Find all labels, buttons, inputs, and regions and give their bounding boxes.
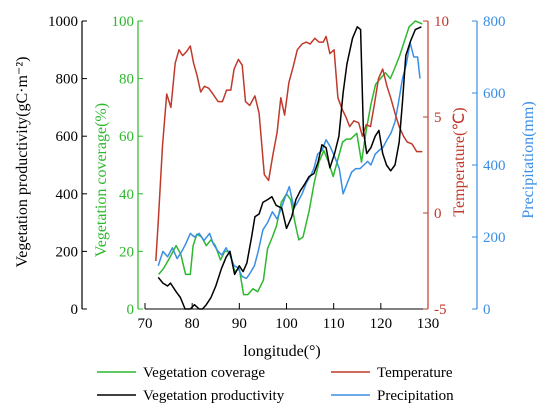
series-line-precipitation (157, 41, 421, 280)
series-line-temperature (155, 35, 423, 262)
temperature-tick-label: 10 (434, 14, 449, 30)
productivity-tick-label: 800 (56, 72, 79, 88)
precipitation-axis-title: Precipitation(mm) (520, 101, 537, 218)
legend-label-productivity: Vegetation productivity (143, 388, 285, 404)
coverage-tick-label: 100 (112, 14, 135, 30)
series-layer (155, 20, 423, 310)
x-tick-label: 80 (185, 316, 200, 332)
productivity-axis-title: Vegetation productivity(gC·m⁻²) (14, 57, 31, 268)
coverage-tick-label: 60 (119, 129, 134, 145)
x-axis-title: longitude(°) (243, 343, 321, 360)
axis-titles: longitude(°) Vegetation productivity(gC·… (14, 57, 537, 360)
x-tick-label: 130 (417, 316, 440, 332)
precipitation-tick-label: 200 (483, 230, 506, 246)
temperature-tick-label: -5 (434, 302, 447, 318)
x-tick-label: 110 (323, 316, 345, 332)
precipitation-tick-label: 800 (483, 14, 506, 30)
temperature-tick-label: 5 (434, 110, 442, 126)
x-tick-label: 100 (275, 316, 298, 332)
legend: Vegetation coverage Temperature Vegetati… (97, 365, 454, 404)
x-tick-label: 70 (138, 316, 153, 332)
legend-label-temperature: Temperature (377, 365, 453, 381)
productivity-tick-label: 200 (56, 244, 79, 260)
coverage-axis-title: Vegetation coverage(%) (93, 103, 110, 257)
x-tick-label: 90 (232, 316, 247, 332)
precipitation-tick-label: 400 (483, 158, 506, 174)
precipitation-tick-label: 600 (483, 86, 506, 102)
temperature-tick-label: 0 (434, 206, 442, 222)
coverage-tick-label: 80 (119, 72, 134, 88)
productivity-tick-label: 400 (56, 187, 79, 203)
x-tick-label: 120 (370, 316, 393, 332)
series-line-productivity (157, 26, 422, 310)
productivity-tick-label: 0 (71, 302, 79, 318)
temperature-axis-title: Temperature(℃) (451, 107, 468, 216)
legend-label-precipitation: Precipitation (377, 388, 454, 404)
coverage-tick-label: 0 (127, 302, 135, 318)
productivity-tick-label: 1000 (48, 14, 78, 30)
coverage-tick-label: 20 (119, 244, 134, 260)
axes-layer: 70 80 90 100 110 120 1300200400600800100002040… (48, 14, 506, 332)
productivity-tick-label: 600 (56, 129, 79, 145)
legend-label-coverage: Vegetation coverage (143, 365, 265, 381)
coverage-tick-label: 40 (119, 187, 134, 203)
series-line-coverage (158, 20, 423, 296)
precipitation-tick-label: 0 (483, 302, 491, 318)
